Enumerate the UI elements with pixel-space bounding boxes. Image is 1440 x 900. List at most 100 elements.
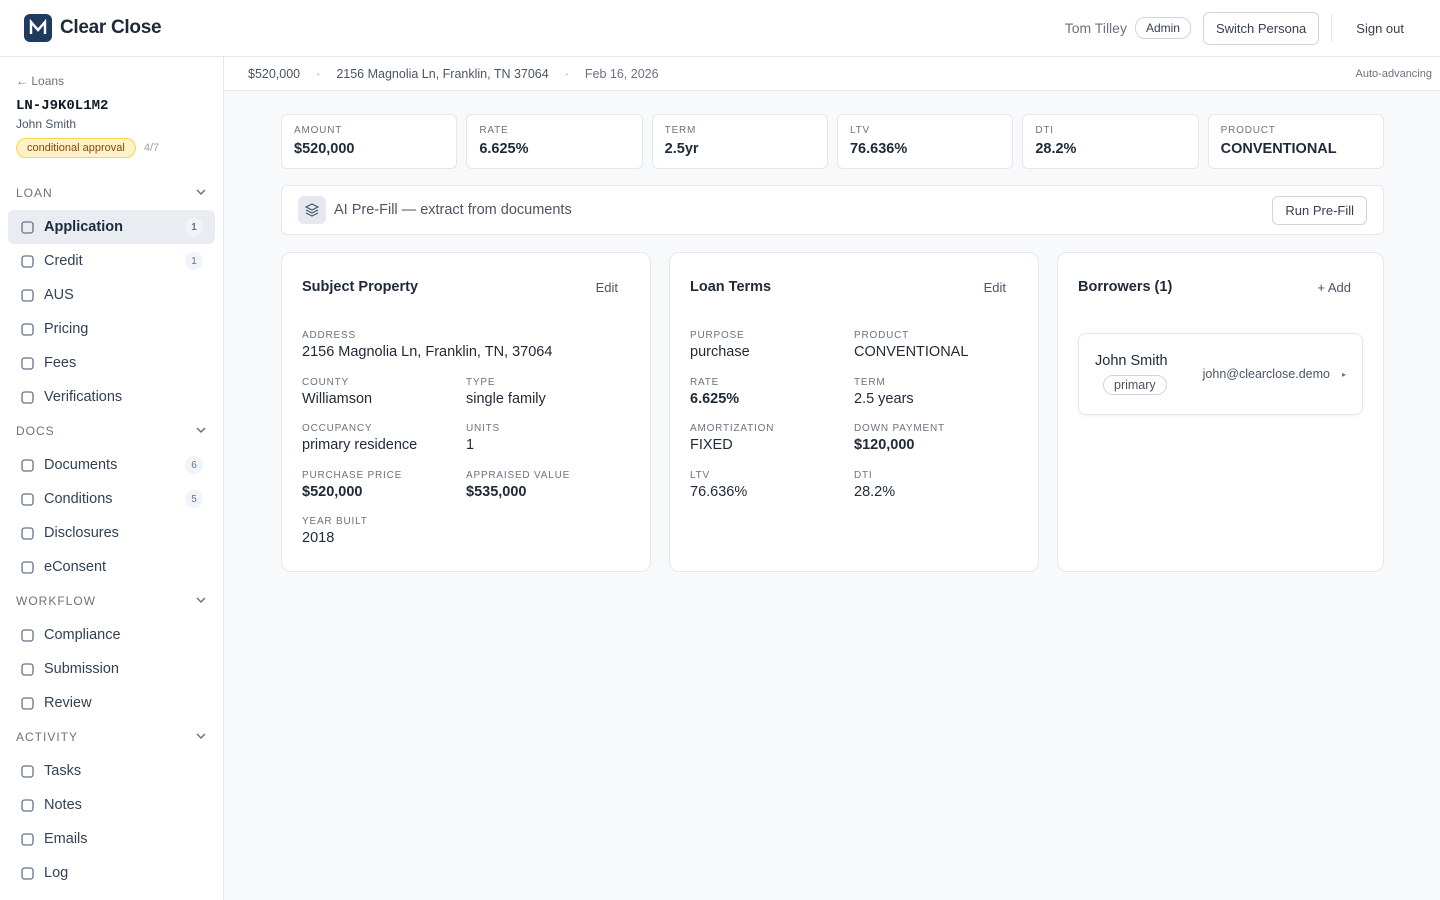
field-label: DTI	[854, 469, 873, 481]
summary-status: Auto-advancing	[1355, 67, 1432, 80]
field-value: FIXED	[690, 437, 733, 453]
card: Subject Property Edit ADDRESS 2156 Magnolia…	[281, 252, 651, 572]
nav-item[interactable]: Verifications	[8, 380, 215, 414]
brand[interactable]: Clear Close	[60, 17, 162, 38]
user-name: Tom Tilley	[1064, 20, 1127, 36]
summary-bar: $520,000 · 2156 Magnolia Ln, Franklin, TN…	[224, 57, 1440, 91]
nav-section[interactable]: WORKFLOW	[8, 584, 215, 618]
field-label: APPRAISED VALUE	[466, 469, 571, 481]
chevron	[195, 594, 207, 609]
field: APPRAISED VALUE $535,000	[466, 470, 630, 517]
nav-section-title[interactable]: WORKFLOW	[16, 594, 96, 608]
field: TYPE single family	[466, 377, 630, 424]
field-row: PURCHASE PRICE $520,000 APPRAISED VALUE $53…	[302, 470, 630, 517]
nav-item[interactable]: Notes	[8, 788, 215, 822]
sign-out[interactable]: Sign out	[1356, 20, 1404, 36]
card-action[interactable]: Edit	[595, 279, 618, 295]
nav-item[interactable]: Disclosures	[8, 516, 215, 550]
nav-item-label[interactable]: Review	[44, 695, 92, 711]
nav-item[interactable]: Submission	[8, 652, 215, 686]
nav-item-label[interactable]: AUS	[44, 287, 74, 303]
nav-icon	[21, 798, 34, 812]
nav-item-label[interactable]: Emails	[44, 831, 88, 847]
prefill-text: AI Pre-Fill — extract from documents	[334, 202, 572, 218]
field-value: CONVENTIONAL	[854, 344, 969, 360]
chevron	[195, 186, 207, 201]
icon-shape	[21, 764, 34, 778]
logo-mark	[29, 18, 47, 34]
icon-shape	[21, 526, 34, 540]
nav-item-label[interactable]: Verifications	[44, 389, 123, 405]
separator: ·	[316, 66, 321, 81]
card-action[interactable]: Edit	[983, 279, 1006, 295]
nav-item-label[interactable]: Fees	[44, 355, 77, 371]
nav-item-label[interactable]: Compliance	[44, 627, 121, 643]
field-row: RATE 6.625% TERM 2.5 years	[690, 377, 1018, 424]
nav-item[interactable]: eConsent	[8, 550, 215, 584]
fields: PURPOSE purchase PRODUCT CONVENTIONAL RATE 6.…	[690, 330, 1018, 516]
nav-item[interactable]: AUS	[8, 278, 215, 312]
nav-item[interactable]: Fees	[8, 346, 215, 380]
nav-section-title[interactable]: LOAN	[16, 186, 53, 200]
nav-item-label[interactable]: eConsent	[44, 559, 107, 575]
nav-section-title[interactable]: ACTIVITY	[16, 730, 79, 744]
nav-section[interactable]: ACTIVITY	[8, 720, 215, 754]
nav-icon	[21, 560, 34, 574]
icon-shape	[21, 288, 34, 302]
nav-item-label[interactable]: Tasks	[44, 763, 82, 779]
nav-item[interactable]: Review	[8, 686, 215, 720]
nav-item-label[interactable]: Pricing	[44, 321, 89, 337]
field-value: 2156 Magnolia Ln, Franklin, TN, 37064	[302, 344, 553, 360]
field-label: PRODUCT	[854, 330, 910, 341]
icon-shape	[21, 322, 34, 336]
card-action[interactable]: + Add	[1317, 279, 1351, 295]
icon-shape	[21, 798, 34, 812]
borrower-name: John Smith	[16, 117, 77, 131]
nav-item[interactable]: Tasks	[8, 754, 215, 788]
nav-item-label[interactable]: Log	[44, 865, 69, 881]
nav-badge: 1	[185, 218, 203, 236]
cards: Subject Property Edit ADDRESS 2156 Magnolia…	[281, 252, 1384, 572]
nav-item-label[interactable]: Notes	[44, 797, 82, 813]
nav-item[interactable]: Pricing	[8, 312, 215, 346]
chevron-icon	[196, 732, 206, 739]
nav-icon	[21, 390, 34, 404]
nav-section-title[interactable]: DOCS	[16, 424, 55, 438]
run-prefill-button[interactable]: Run Pre-Fill	[1272, 195, 1367, 225]
divider	[1331, 14, 1333, 42]
icon-shape	[21, 254, 34, 268]
field-value: primary residence	[302, 437, 418, 453]
nav-icon	[21, 662, 34, 676]
nav-icon	[21, 866, 34, 880]
nav-icon	[21, 628, 34, 642]
logo[interactable]	[24, 14, 52, 42]
nav-item-label[interactable]: Conditions	[44, 491, 113, 507]
prefill-bar: AI Pre-Fill — extract from documents Run…	[281, 185, 1384, 235]
field-label: UNITS	[466, 423, 500, 434]
nav-item[interactable]: Compliance	[8, 618, 215, 652]
icon-shape	[21, 458, 34, 472]
layers-icon	[305, 203, 319, 217]
field: RATE 6.625%	[690, 377, 854, 424]
nav-item-label[interactable]: Disclosures	[44, 525, 119, 541]
nav-item-label[interactable]: Credit	[44, 253, 83, 269]
back-link[interactable]: ← Loans	[16, 74, 65, 88]
nav-item-label[interactable]: Application	[44, 219, 123, 235]
back-label[interactable]: Loans	[31, 74, 65, 88]
metric-label: RATE	[479, 125, 509, 136]
field-label: PURCHASE PRICE	[302, 469, 403, 481]
icon-shape	[21, 220, 34, 234]
nav-item[interactable]: Application 1	[8, 210, 215, 244]
nav-item-label[interactable]: Documents	[44, 457, 118, 473]
nav-section[interactable]: LOAN	[8, 176, 215, 210]
nav-item[interactable]: Log	[8, 856, 215, 890]
nav-item[interactable]: Conditions 5	[8, 482, 215, 516]
switch-persona-button[interactable]: Switch Persona	[1202, 11, 1320, 45]
nav-section[interactable]: DOCS	[8, 414, 215, 448]
nav-item-label[interactable]: Submission	[44, 661, 119, 677]
nav-item[interactable]: Credit 1	[8, 244, 215, 278]
nav-item[interactable]: Documents 6	[8, 448, 215, 482]
nav-item[interactable]: Emails	[8, 822, 215, 856]
borrower[interactable]: John Smith primary john@clearclose.demo ▸	[1078, 333, 1363, 415]
chevron-icon	[196, 596, 206, 603]
